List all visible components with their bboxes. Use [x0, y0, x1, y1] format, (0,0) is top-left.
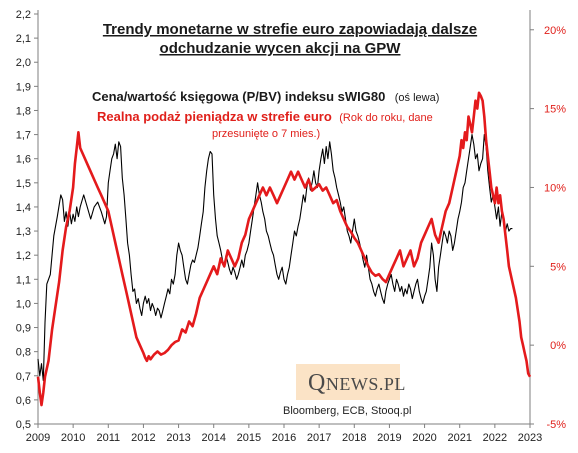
left-tick-label: 1,8	[16, 105, 31, 117]
left-tick-label: 0,6	[16, 395, 31, 407]
left-tick-label: 1,0	[16, 298, 31, 310]
left-tick-label: 1,5	[16, 178, 31, 190]
x-tick-label: 2014	[201, 432, 225, 444]
legend-series-1-note: (oś lewa)	[395, 92, 440, 104]
left-tick-label: 1,2	[16, 250, 31, 262]
left-tick-label: 0,8	[16, 347, 31, 359]
logo-background	[296, 364, 400, 400]
qnews-logo: QNEWS.PL	[308, 370, 406, 397]
x-tick-label: 2017	[307, 432, 331, 444]
chart-title-line-1: Trendy monetarne w strefie euro zapowiad…	[103, 21, 477, 38]
left-tick-label: 0,7	[16, 371, 31, 383]
legend-series-2-label: Realna podaż pieniądza w strefie euro	[97, 109, 332, 124]
right-tick-label: -5%	[546, 419, 566, 431]
x-tick-label: 2022	[483, 432, 507, 444]
left-tick-label: 2,0	[16, 57, 31, 69]
legend-series-1-label: Cena/wartość księgowa (P/BV) indeksu sWI…	[92, 89, 385, 104]
x-tick-label: 2015	[237, 432, 261, 444]
left-tick-label: 2,2	[16, 9, 31, 21]
legend-series-2: Realna podaż pieniądza w strefie euro (R…	[97, 108, 433, 125]
x-tick-label: 2010	[61, 432, 85, 444]
logo-first-letter: Q	[308, 370, 326, 396]
x-tick-label: 2019	[377, 432, 401, 444]
legend-series-2-note-2: przesunięte o 7 mies.)	[212, 128, 320, 140]
left-tick-label: 1,7	[16, 130, 31, 142]
x-tick-label: 2018	[342, 432, 366, 444]
right-tick-label: 20%	[544, 25, 566, 37]
legend-series-1: Cena/wartość księgowa (P/BV) indeksu sWI…	[92, 88, 439, 105]
x-tick-label: 2012	[131, 432, 155, 444]
x-tick-label: 2009	[26, 432, 50, 444]
left-tick-label: 1,3	[16, 226, 31, 238]
left-tick-label: 1,6	[16, 154, 31, 166]
legend-series-2-note-1: (Rok do roku, dane	[339, 112, 433, 124]
money-supply-series-line	[36, 91, 532, 407]
right-tick-label: 10%	[544, 182, 566, 194]
left-tick-label: 0,5	[16, 419, 31, 431]
left-tick-label: 2,1	[16, 33, 31, 45]
x-tick-label: 2013	[166, 432, 190, 444]
axes-group: 0,5 0,6 0,7 0,8 0,9 1,0 1,1 1,2 1,3 1,4 1,5 1,6 1,7 1…	[16, 9, 567, 444]
left-tick-label: 0,9	[16, 323, 31, 335]
x-tick-label: 2021	[447, 432, 471, 444]
right-tick-label: 5%	[550, 261, 566, 273]
series-group	[36, 91, 532, 407]
chart-title-line-2: odchudzanie wycen akcji na GPW	[160, 40, 402, 57]
x-tick-label: 2011	[96, 432, 120, 444]
x-tick-label: 2020	[412, 432, 436, 444]
logo-rest: NEWS.PL	[325, 374, 406, 394]
left-tick-label: 1,4	[16, 202, 31, 214]
right-tick-label: 0%	[550, 340, 566, 352]
source-note: Bloomberg, ECB, Stooq.pl	[283, 405, 411, 417]
left-tick-label: 1,9	[16, 81, 31, 93]
left-tick-label: 1,1	[16, 274, 31, 286]
x-tick-label: 2023	[518, 432, 542, 444]
pbv-series-line	[37, 134, 513, 382]
right-tick-label: 15%	[544, 104, 566, 116]
x-tick-label: 2016	[272, 432, 296, 444]
